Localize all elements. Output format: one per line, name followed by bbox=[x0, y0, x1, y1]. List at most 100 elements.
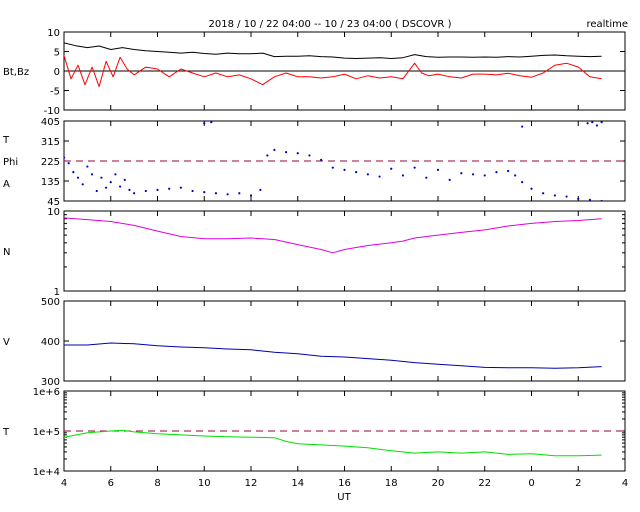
series-line-v bbox=[64, 342, 602, 369]
panel-frame bbox=[63, 300, 626, 382]
x-tick-label: 4 bbox=[622, 478, 628, 489]
x-tick-label: 0 bbox=[528, 478, 534, 489]
data-point-phi bbox=[600, 199, 603, 201]
x-tick-label: 10 bbox=[198, 478, 211, 489]
data-point-phi bbox=[521, 181, 524, 184]
y-tick-label: 135 bbox=[41, 177, 60, 188]
data-point-phi bbox=[168, 187, 171, 190]
y-tick-label: 10 bbox=[47, 207, 60, 218]
data-point-phi bbox=[390, 167, 393, 170]
panel-ylabel: T bbox=[2, 135, 10, 146]
data-point-phi bbox=[507, 169, 510, 173]
data-point-phi bbox=[514, 174, 517, 177]
data-point-phi bbox=[104, 186, 108, 189]
x-tick-label: 6 bbox=[108, 478, 114, 489]
data-point-phi bbox=[133, 192, 136, 195]
y-tick-label: 1e+5 bbox=[33, 427, 60, 438]
data-point-phi bbox=[109, 181, 112, 184]
data-point-phi bbox=[81, 183, 84, 186]
x-axis-label: UT bbox=[337, 492, 351, 503]
data-point-phi bbox=[343, 168, 346, 171]
series-group bbox=[64, 121, 603, 201]
data-point-phi bbox=[483, 174, 486, 177]
data-point-phi bbox=[214, 192, 218, 195]
panel-ylabel: T bbox=[2, 427, 10, 438]
data-point-phi bbox=[273, 148, 276, 151]
data-point-phi bbox=[203, 191, 206, 194]
data-point-phi bbox=[238, 192, 241, 195]
realtime-label: realtime bbox=[586, 19, 628, 30]
data-point-phi bbox=[76, 176, 80, 179]
data-point-phi bbox=[86, 165, 89, 168]
data-point-phi bbox=[436, 168, 440, 171]
data-point-phi bbox=[90, 173, 94, 176]
data-point-phi bbox=[203, 122, 206, 125]
data-point-phi bbox=[67, 162, 70, 165]
y-tick-label: 300 bbox=[41, 377, 60, 388]
data-point-phi bbox=[565, 195, 568, 198]
panels-group: 10 5 0 -5 -10 Bt,Bz 405 315 225 135 45 T Phi A 10 1 N 500… bbox=[2, 28, 628, 489]
data-point-phi bbox=[366, 173, 369, 176]
panel-ylabel: Bt,Bz bbox=[3, 67, 29, 78]
y-tick-label: 5 bbox=[54, 48, 60, 59]
y-tick-label: 400 bbox=[41, 337, 60, 348]
data-point-phi bbox=[355, 171, 358, 174]
y-tick-label: 0 bbox=[54, 67, 60, 78]
panel-n: 10 1 N bbox=[3, 207, 626, 298]
y-tick-label: 1 bbox=[54, 287, 60, 298]
x-tick-label: 22 bbox=[478, 478, 491, 489]
series-group bbox=[64, 42, 602, 88]
data-point-phi bbox=[249, 194, 253, 197]
data-point-phi bbox=[156, 188, 159, 191]
y-tick-label: 45 bbox=[47, 197, 60, 208]
panel-mag: 10 5 0 -5 -10 Bt,Bz bbox=[3, 28, 626, 117]
data-point-phi bbox=[521, 125, 524, 128]
y-tick-label: -10 bbox=[44, 106, 60, 117]
panel-ylabel: A bbox=[3, 179, 10, 190]
data-point-phi bbox=[72, 171, 75, 174]
data-point-phi bbox=[179, 186, 182, 189]
data-point-phi bbox=[586, 122, 589, 125]
data-point-phi bbox=[460, 172, 463, 175]
data-point-phi bbox=[144, 189, 147, 193]
data-point-phi bbox=[64, 156, 66, 159]
data-point-phi bbox=[591, 121, 594, 124]
data-point-phi bbox=[600, 121, 603, 124]
data-point-phi bbox=[331, 166, 334, 169]
data-point-phi bbox=[588, 198, 592, 201]
data-point-phi bbox=[595, 124, 599, 127]
x-tick-label: 18 bbox=[385, 478, 398, 489]
series-group bbox=[64, 429, 602, 457]
x-tick-label: 14 bbox=[291, 478, 304, 489]
data-point-phi bbox=[320, 158, 323, 161]
y-tick-label: -5 bbox=[50, 87, 60, 98]
data-point-phi bbox=[495, 171, 498, 174]
data-point-phi bbox=[425, 176, 428, 179]
data-point-phi bbox=[95, 189, 98, 193]
data-point-phi bbox=[296, 152, 299, 155]
series-line-n bbox=[64, 217, 602, 254]
data-point-phi bbox=[210, 121, 213, 124]
y-tick-label: 500 bbox=[41, 297, 60, 308]
panel-phi: 405 315 225 135 45 T Phi A bbox=[2, 117, 626, 208]
x-tick-label: 2 bbox=[575, 478, 581, 489]
x-tick-label: 16 bbox=[338, 478, 351, 489]
data-point-phi bbox=[577, 197, 580, 200]
x-tick-label: 20 bbox=[432, 478, 445, 489]
data-point-phi bbox=[448, 178, 451, 181]
data-point-phi bbox=[553, 194, 556, 197]
y-tick-label: 1e+4 bbox=[33, 467, 60, 478]
y-tick-label: 315 bbox=[41, 137, 60, 148]
series-group bbox=[64, 217, 602, 254]
x-tick-label: 8 bbox=[154, 478, 160, 489]
series-line-t bbox=[64, 429, 602, 457]
data-point-phi bbox=[266, 154, 269, 157]
data-point-phi bbox=[259, 188, 262, 191]
x-tick-label: 4 bbox=[61, 478, 67, 489]
panel-t: 1e+6 1e+5 1e+4 T bbox=[2, 387, 626, 478]
data-point-phi bbox=[471, 173, 475, 176]
data-point-phi bbox=[226, 193, 229, 196]
chart-title: 2018 / 10 / 22 04:00 -- 10 / 23 04:00 ( … bbox=[209, 19, 452, 30]
data-point-phi bbox=[191, 189, 194, 193]
